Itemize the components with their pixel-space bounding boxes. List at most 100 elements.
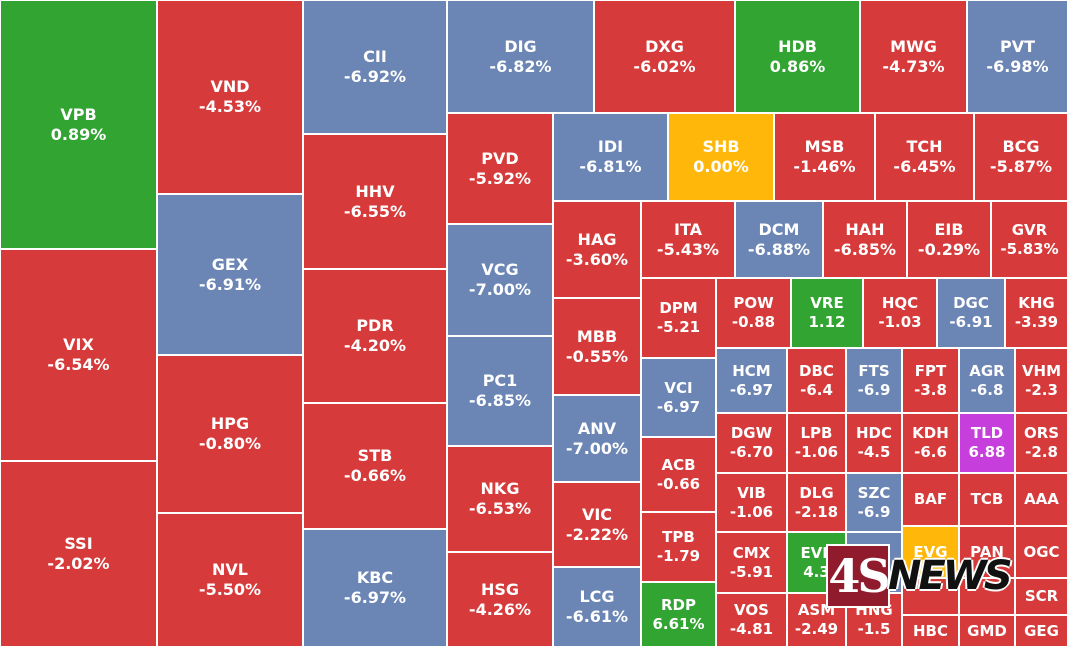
tile-tch[interactable]: TCH -6.45%	[875, 113, 974, 201]
tile-fpt[interactable]: FPT -3.8	[902, 348, 959, 413]
tile-pvt[interactable]: PVT -6.98%	[967, 0, 1068, 113]
tile-mbb[interactable]: MBB -0.55%	[553, 298, 641, 395]
tile-ticker: HQC	[881, 294, 919, 312]
tile-szc[interactable]: SZC -6.9	[846, 473, 902, 532]
tile-ticker: STB	[357, 446, 393, 465]
tile-hsg[interactable]: HSG -4.26%	[447, 552, 553, 647]
tile-hbc[interactable]: HBC	[902, 615, 959, 647]
tile-tld[interactable]: TLD 6.88	[959, 413, 1015, 473]
tile-dxg[interactable]: DXG -6.02%	[594, 0, 735, 113]
tile-lcg[interactable]: LCG -6.61%	[553, 567, 641, 647]
tile-change: -4.73%	[882, 56, 945, 76]
tile-hqc[interactable]: HQC -1.03	[863, 278, 937, 348]
tile-acb[interactable]: ACB -0.66	[641, 437, 716, 512]
tile-ticker: KDH	[912, 424, 949, 442]
tile-ticker: ASM	[797, 601, 836, 619]
tile-vos[interactable]: VOS -4.81	[716, 593, 787, 647]
tile-lpb[interactable]: LPB -1.06	[787, 413, 846, 473]
tile-dgc[interactable]: DGC -6.91	[937, 278, 1005, 348]
tile-pc1[interactable]: PC1 -6.85%	[447, 336, 553, 446]
tile-ticker: HPG	[210, 414, 250, 433]
watermark-box: 4S	[826, 544, 891, 608]
tile-bcg[interactable]: BCG -5.87%	[974, 113, 1068, 201]
tile-change: -6.54%	[47, 355, 110, 374]
tile-agr[interactable]: AGR -6.8	[959, 348, 1015, 413]
tile-vci[interactable]: VCI -6.97	[641, 358, 716, 437]
tile-change: -4.53%	[198, 97, 262, 116]
tile-ticker: VOS	[734, 601, 769, 619]
tile-ticker: EVG	[913, 542, 948, 561]
tile-idi[interactable]: IDI -6.81%	[553, 113, 668, 201]
tile-hag[interactable]: HAG -3.60%	[553, 201, 641, 298]
tile-ticker: HDC	[855, 424, 892, 442]
tile-rdp[interactable]: RDP 6.61%	[641, 582, 716, 647]
tile-tcb[interactable]: TCB	[959, 473, 1015, 526]
tile-fts[interactable]: FTS -6.9	[846, 348, 902, 413]
tile-cii[interactable]: CII -6.92%	[303, 0, 447, 134]
tile-scr[interactable]: SCR	[1015, 578, 1068, 615]
tile-kdh[interactable]: KDH -6.6	[902, 413, 959, 473]
tile-eib[interactable]: EIB -0.29%	[907, 201, 991, 278]
tile-dig[interactable]: DIG -6.82%	[447, 0, 594, 113]
tile-dcm[interactable]: DCM -6.88%	[735, 201, 823, 278]
tile-nvl[interactable]: NVL -5.50%	[157, 513, 303, 647]
tile-mwg[interactable]: MWG -4.73%	[860, 0, 967, 113]
tile-ogc[interactable]: OGC	[1015, 526, 1068, 578]
tile-anv[interactable]: ANV -7.00%	[553, 395, 641, 482]
tile-change: -6.61%	[565, 607, 629, 626]
tile-ticker: LPB	[800, 424, 833, 442]
tile-dlg[interactable]: DLG -2.18	[787, 473, 846, 532]
tile-pdr[interactable]: PDR -4.20%	[303, 269, 447, 403]
tile-dbc[interactable]: DBC -6.4	[787, 348, 846, 413]
tile-ticker: ITA	[673, 219, 702, 239]
tile-stb[interactable]: STB -0.66%	[303, 403, 447, 529]
tile-gmd[interactable]: GMD	[959, 615, 1015, 647]
tile-kbc[interactable]: KBC -6.97%	[303, 529, 447, 647]
tile-vcg[interactable]: VCG -7.00%	[447, 224, 553, 336]
tile-khg[interactable]: KHG -3.39	[1005, 278, 1068, 348]
tile-msb[interactable]: MSB -1.46%	[774, 113, 875, 201]
tile-ors[interactable]: ORS -2.8	[1015, 413, 1068, 473]
tile-shb[interactable]: SHB 0.00%	[668, 113, 774, 201]
tile-hcm[interactable]: HCM -6.97	[716, 348, 787, 413]
tile-evg[interactable]: EVG	[902, 526, 959, 578]
tile-dpm[interactable]: DPM -5.21	[641, 278, 716, 358]
tile-gex[interactable]: GEX -6.91%	[157, 194, 303, 355]
tile-ticker: TPB	[662, 528, 695, 546]
tile-gvr[interactable]: GVR -5.83%	[991, 201, 1068, 278]
tile-ticker: AGR	[969, 361, 1005, 380]
tile-tpb[interactable]: TPB -1.79	[641, 512, 716, 582]
tile-hah[interactable]: HAH -6.85%	[823, 201, 907, 278]
tile-vic[interactable]: VIC -2.22%	[553, 482, 641, 567]
tile-hpg[interactable]: HPG -0.80%	[157, 355, 303, 513]
tile-geg[interactable]: GEG	[1015, 615, 1068, 647]
tile-hdc[interactable]: HDC -4.5	[846, 413, 902, 473]
tile-change: -1.5	[857, 620, 891, 638]
tile-vre[interactable]: VRE 1.12	[791, 278, 863, 348]
tile-vix[interactable]: VIX -6.54%	[0, 249, 157, 461]
tile-vnd[interactable]: VND -4.53%	[157, 0, 303, 194]
tile-change: -5.43%	[656, 239, 720, 259]
tile-unlabeled-74[interactable]	[902, 578, 959, 615]
tile-hhv[interactable]: HHV -6.55%	[303, 134, 447, 269]
tile-change: -5.87%	[989, 157, 1053, 176]
tile-pvd[interactable]: PVD -5.92%	[447, 113, 553, 224]
tile-hdb[interactable]: HDB 0.86%	[735, 0, 860, 113]
tile-vib[interactable]: VIB -1.06	[716, 473, 787, 532]
tile-cmx[interactable]: CMX -5.91	[716, 532, 787, 593]
tile-aaa[interactable]: AAA	[1015, 473, 1068, 526]
tile-vpb[interactable]: VPB 0.89%	[0, 0, 157, 249]
tile-unlabeled-75[interactable]	[959, 578, 1015, 615]
tile-ticker: HBC	[913, 621, 948, 640]
tile-ita[interactable]: ITA -5.43%	[641, 201, 735, 278]
tile-pan[interactable]: PAN	[959, 526, 1015, 578]
tile-baf[interactable]: BAF	[902, 473, 959, 526]
tile-ssi[interactable]: SSI -2.02%	[0, 461, 157, 647]
tile-pow[interactable]: POW -0.88	[716, 278, 791, 348]
tile-dgw[interactable]: DGW -6.70	[716, 413, 787, 473]
tile-change: -7.00%	[565, 438, 629, 458]
tile-change: -2.18	[794, 502, 839, 521]
tile-ticker: MBB	[576, 326, 618, 346]
tile-vhm[interactable]: VHM -2.3	[1015, 348, 1068, 413]
tile-nkg[interactable]: NKG -6.53%	[447, 446, 553, 552]
